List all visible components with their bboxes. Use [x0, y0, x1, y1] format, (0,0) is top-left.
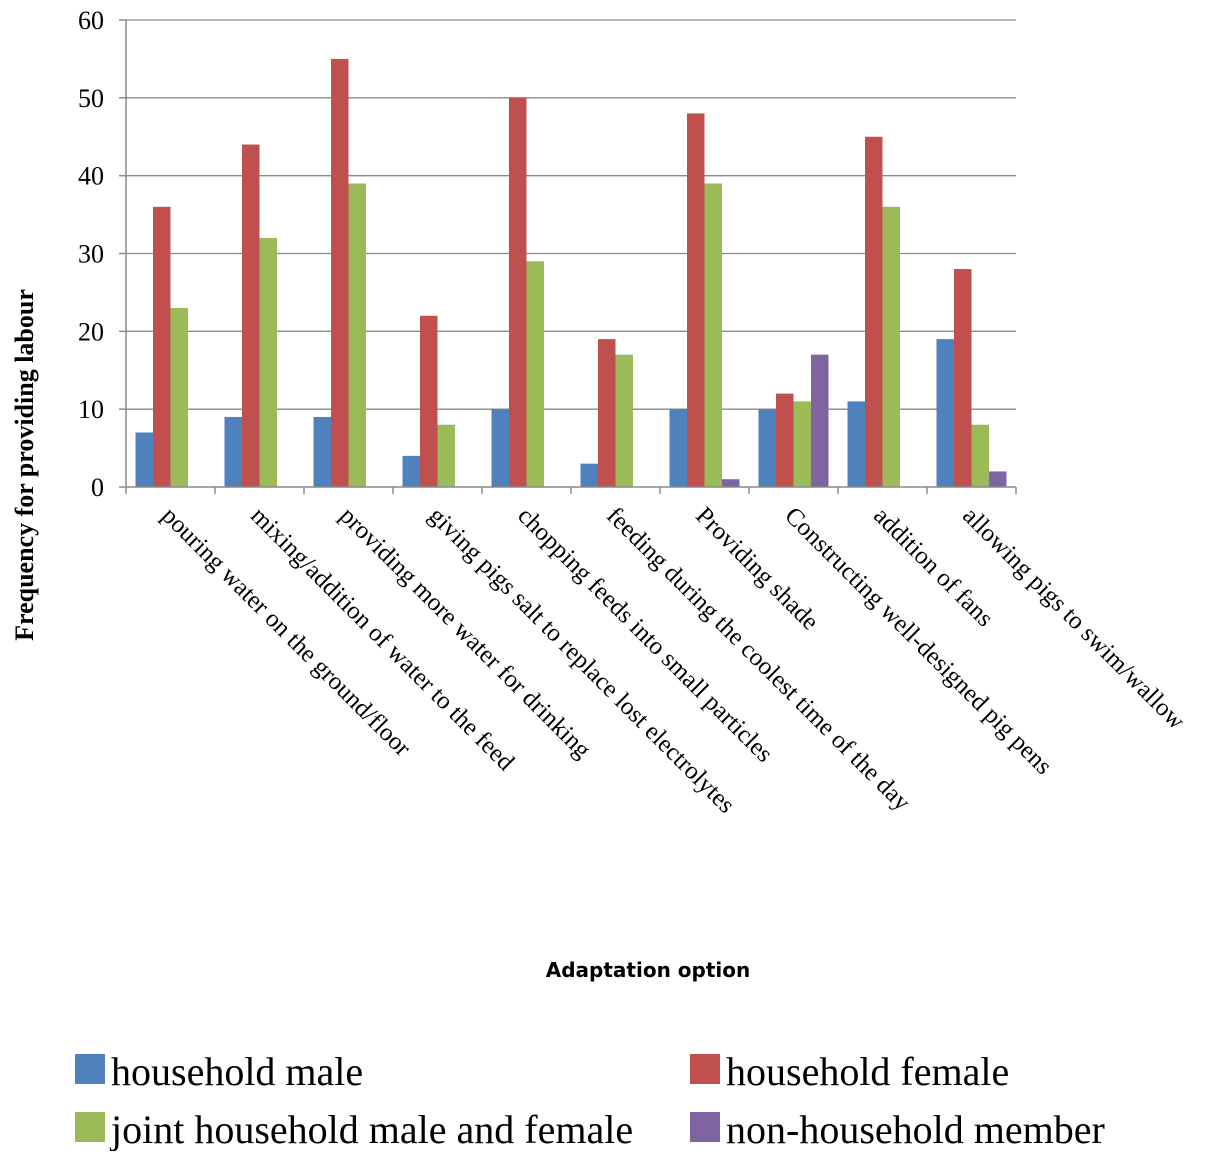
y-tick-label: 60	[78, 6, 104, 35]
bar-joint-household-male-and-female	[170, 307, 188, 487]
y-axis-title: Frequency for providing labour	[10, 289, 39, 641]
bar-non-household-member	[722, 479, 740, 487]
legend-label: household female	[726, 1049, 1009, 1094]
bar-non-household-member	[989, 471, 1007, 487]
y-tick-labels: 0 10 20 30 40 50 60	[78, 6, 104, 502]
bar-household-female	[776, 393, 794, 487]
bar-household-male	[580, 463, 598, 487]
bar-household-male	[847, 401, 865, 487]
legend-swatch	[690, 1112, 720, 1142]
bar-household-male	[936, 339, 954, 487]
legend-label: joint household male and female	[109, 1107, 633, 1151]
bar-household-male	[758, 409, 776, 487]
bar-household-male	[669, 409, 687, 487]
y-tick-label: 40	[78, 162, 104, 191]
x-tick-label: giving pigs salt to replace lost electro…	[423, 502, 740, 819]
bar-joint-household-male-and-female	[348, 183, 366, 487]
bar-household-male	[135, 432, 153, 487]
bar-household-female	[420, 315, 438, 487]
bar-household-female	[331, 58, 349, 488]
y-tick-label: 0	[91, 473, 104, 502]
legend-swatch	[75, 1112, 105, 1142]
axes	[119, 19, 1017, 494]
bar-non-household-member	[811, 354, 829, 487]
bar-household-female	[687, 113, 705, 488]
bar-household-female	[509, 97, 527, 487]
bar-household-female	[598, 339, 616, 487]
bar-household-female	[153, 206, 171, 488]
legend-swatch	[75, 1054, 105, 1084]
x-axis-title: Adaptation option	[546, 958, 750, 982]
bar-joint-household-male-and-female	[704, 183, 722, 487]
bars	[135, 58, 1007, 488]
bar-household-male	[313, 416, 331, 487]
legend-label: non-household member	[726, 1107, 1105, 1151]
bar-joint-household-male-and-female	[526, 261, 544, 487]
bar-joint-household-male-and-female	[882, 206, 900, 488]
bar-household-male	[491, 409, 509, 487]
legend-label: household male	[111, 1049, 363, 1094]
bar-joint-household-male-and-female	[259, 237, 277, 487]
y-tick-label: 10	[78, 395, 104, 424]
y-tick-label: 30	[78, 240, 104, 269]
bar-joint-household-male-and-female	[437, 424, 455, 487]
x-tick-label: feeding during the coolest time of the d…	[601, 502, 915, 816]
bar-household-male	[224, 416, 242, 487]
legend: household male household female joint hous…	[75, 1049, 1105, 1152]
bar-household-female	[954, 269, 972, 487]
bar-joint-household-male-and-female	[971, 424, 989, 487]
bar-household-male	[402, 455, 420, 487]
y-tick-label: 20	[78, 317, 104, 346]
x-tick-labels: pouring water on the ground/floormixing/…	[156, 502, 1190, 819]
y-tick-label: 50	[78, 84, 104, 113]
bar-joint-household-male-and-female	[793, 401, 811, 487]
bar-household-female	[242, 144, 260, 488]
bar-joint-household-male-and-female	[615, 354, 633, 487]
bar-household-female	[865, 136, 883, 487]
legend-swatch	[690, 1054, 720, 1084]
